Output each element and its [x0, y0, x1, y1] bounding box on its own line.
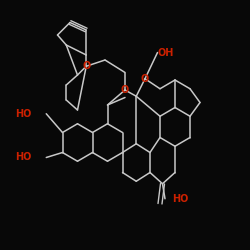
Text: OH: OH	[158, 48, 174, 58]
Text: O: O	[121, 85, 129, 95]
Text: HO: HO	[15, 152, 32, 162]
Text: O: O	[141, 74, 149, 84]
Text: HO: HO	[172, 194, 189, 204]
Text: O: O	[82, 61, 90, 71]
Text: HO: HO	[15, 109, 32, 119]
